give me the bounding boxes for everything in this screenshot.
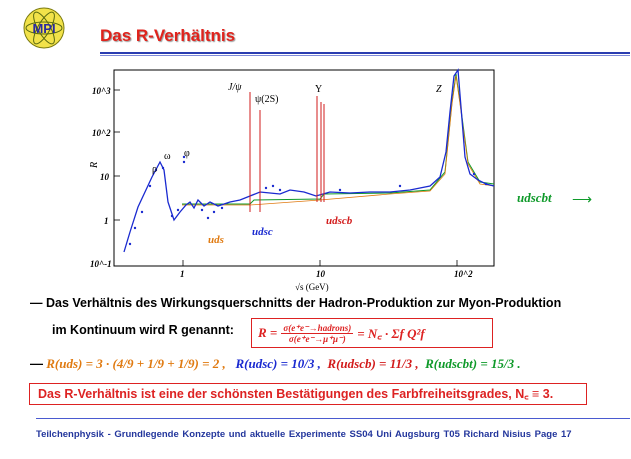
footer-divider (36, 418, 630, 419)
arrow-right-icon: ⟶ (572, 191, 593, 207)
ytick-label: 10^3 (92, 86, 111, 96)
y-axis-label: R (90, 162, 100, 169)
ytick-label: 10 (100, 172, 110, 182)
data-series (123, 68, 495, 253)
text-line-1: — Das Verhältnis des Wirkungsquerschnitt… (30, 296, 561, 310)
mpi-logo: MPI (23, 7, 65, 49)
formula-numerator: σ(e⁺e⁻→hadrons) (281, 322, 354, 334)
bullet-dash: — (30, 296, 43, 310)
r-ratio-plot: 10^3 10^2 10 1 10^-1 1 10 10^2 √s (GeV) … (90, 68, 495, 292)
r-uds: R(uds) = 3 · (4/9 + 1/9 + 1/9) = 2 , (46, 356, 226, 371)
formula-fraction: σ(e⁺e⁻→hadrons) σ(e⁺e⁻→μ⁺μ⁻) (281, 322, 354, 344)
ytick-label: 10^2 (92, 128, 111, 138)
xtick-label: 10^2 (454, 269, 473, 279)
ytick-label: 1 (104, 216, 109, 226)
region-label-udscb: udscb (326, 215, 353, 227)
logo-text: MPI (32, 21, 55, 36)
region-label-udsc: udsc (252, 226, 273, 238)
x-axis-label: √s (GeV) (295, 282, 329, 292)
r-udscb: R(udscb) = 11/3 , (327, 356, 419, 371)
title-divider-thin (100, 55, 630, 56)
page-title: Das R-Verhältnis (100, 26, 236, 45)
plot-frame (113, 69, 495, 267)
r-values-line: — R(uds) = 3 · (4/9 + 1/9 + 1/9) = 2 , R… (30, 356, 521, 372)
title-divider (100, 52, 630, 54)
formula-rhs: = N꜀ · Σf Q²f (357, 326, 425, 341)
resonance-label: J/ψ (228, 82, 242, 93)
ytick-label: 10^-1 (90, 259, 112, 269)
region-label-uds: uds (208, 234, 224, 246)
xtick-label: 1 (180, 269, 185, 279)
line1-text: Das Verhältnis des Wirkungsquerschnitts … (45, 296, 562, 310)
resonance-lines (249, 92, 325, 212)
formula-lhs: R = (258, 325, 278, 340)
resonance-label: ω (164, 151, 171, 162)
r-definition-formula: R = σ(e⁺e⁻→hadrons) σ(e⁺e⁻→μ⁺μ⁻) = N꜀ · … (251, 318, 493, 348)
resonance-label: Z (436, 84, 442, 95)
resonance-label: ρ (152, 164, 157, 175)
line2-text: im Kontinuum wird R genannt: (52, 323, 234, 337)
resonance-label: ψ(2S) (255, 94, 278, 105)
bullet-dash: — (30, 356, 43, 371)
resonance-label: Υ (315, 84, 322, 95)
formula-denominator: σ(e⁺e⁻→μ⁺μ⁻) (288, 333, 346, 344)
udscbt-label: udscbt (517, 190, 552, 205)
data-points (128, 155, 488, 246)
r-udscbt: R(udscbt) = 15/3 . (425, 356, 521, 371)
xtick-label: 10 (316, 269, 326, 279)
footer: Teilchenphysik - Grundlegende Konzepte u… (36, 429, 572, 440)
model-curve-qcd (182, 75, 495, 206)
conclusion-box: Das R-Verhältnis ist eine der schönsten … (29, 383, 587, 405)
r-udsc: R(udsc) = 10/3 , (235, 356, 321, 371)
resonance-label: φ (184, 148, 190, 159)
